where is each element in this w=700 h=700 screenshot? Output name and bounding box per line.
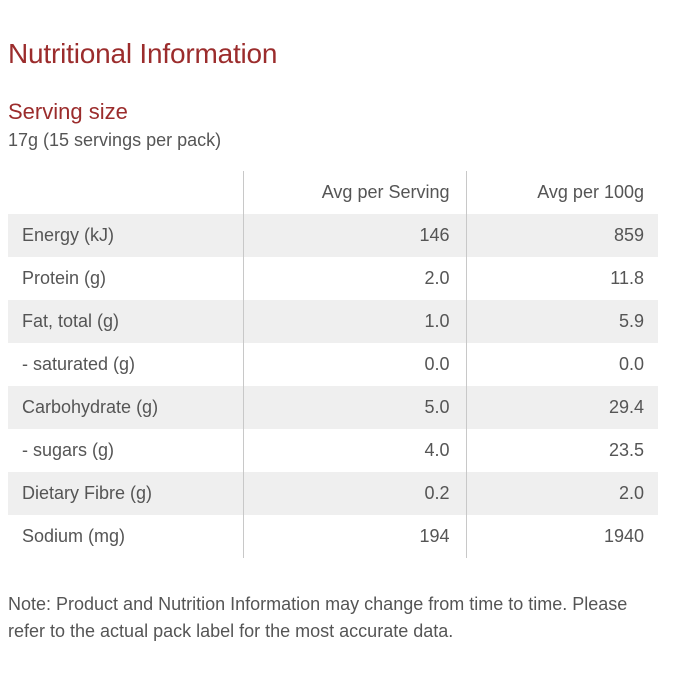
serving-size-value: 17g (15 servings per pack) bbox=[8, 130, 222, 150]
nutrient-name: - saturated (g) bbox=[8, 343, 243, 386]
avg-per-serving-value: 5.0 bbox=[242, 386, 466, 429]
nutrient-name: Protein (g) bbox=[8, 257, 243, 300]
serving-size-heading: Serving size bbox=[8, 99, 128, 124]
avg-per-serving-value: 0.0 bbox=[242, 343, 466, 386]
avg-per-100g-value: 29.4 bbox=[465, 386, 658, 429]
avg-per-serving-value: 146 bbox=[242, 214, 466, 257]
nutrition-table: Avg per Serving Avg per 100g Energy (kJ)… bbox=[8, 171, 658, 558]
table-row: Dietary Fibre (g) 0.2 2.0 bbox=[8, 472, 658, 515]
avg-per-serving-value: 0.2 bbox=[242, 472, 466, 515]
avg-per-serving-value: 194 bbox=[242, 515, 466, 558]
page-title: Nutritional Information bbox=[8, 38, 278, 69]
avg-per-100g-value: 23.5 bbox=[465, 429, 658, 472]
header-avg-per-100g: Avg per 100g bbox=[465, 171, 658, 214]
avg-per-100g-value: 5.9 bbox=[465, 300, 658, 343]
nutrient-name: Fat, total (g) bbox=[8, 300, 243, 343]
table-row: Fat, total (g) 1.0 5.9 bbox=[8, 300, 658, 343]
nutrient-name: - sugars (g) bbox=[8, 429, 243, 472]
header-nutrient bbox=[8, 171, 243, 214]
avg-per-100g-value: 11.8 bbox=[465, 257, 658, 300]
avg-per-100g-value: 859 bbox=[465, 214, 658, 257]
table-row: Protein (g) 2.0 11.8 bbox=[8, 257, 658, 300]
table-header-row: Avg per Serving Avg per 100g bbox=[8, 171, 658, 214]
table-row: - saturated (g) 0.0 0.0 bbox=[8, 343, 658, 386]
avg-per-serving-value: 2.0 bbox=[242, 257, 466, 300]
table-row: - sugars (g) 4.0 23.5 bbox=[8, 429, 658, 472]
disclaimer-note: Note: Product and Nutrition Information … bbox=[8, 594, 628, 641]
nutrient-name: Energy (kJ) bbox=[8, 214, 243, 257]
nutrient-name: Sodium (mg) bbox=[8, 515, 243, 558]
avg-per-serving-value: 4.0 bbox=[242, 429, 466, 472]
nutrient-name: Dietary Fibre (g) bbox=[8, 472, 243, 515]
avg-per-100g-value: 0.0 bbox=[465, 343, 658, 386]
avg-per-serving-value: 1.0 bbox=[242, 300, 466, 343]
header-avg-per-serving: Avg per Serving bbox=[242, 171, 466, 214]
avg-per-100g-value: 2.0 bbox=[465, 472, 658, 515]
table-row: Sodium (mg) 194 1940 bbox=[8, 515, 658, 558]
table-row: Carbohydrate (g) 5.0 29.4 bbox=[8, 386, 658, 429]
nutrient-name: Carbohydrate (g) bbox=[8, 386, 243, 429]
nutrition-table-container: Avg per Serving Avg per 100g Energy (kJ)… bbox=[8, 171, 658, 558]
table-row: Energy (kJ) 146 859 bbox=[8, 214, 658, 257]
avg-per-100g-value: 1940 bbox=[465, 515, 658, 558]
